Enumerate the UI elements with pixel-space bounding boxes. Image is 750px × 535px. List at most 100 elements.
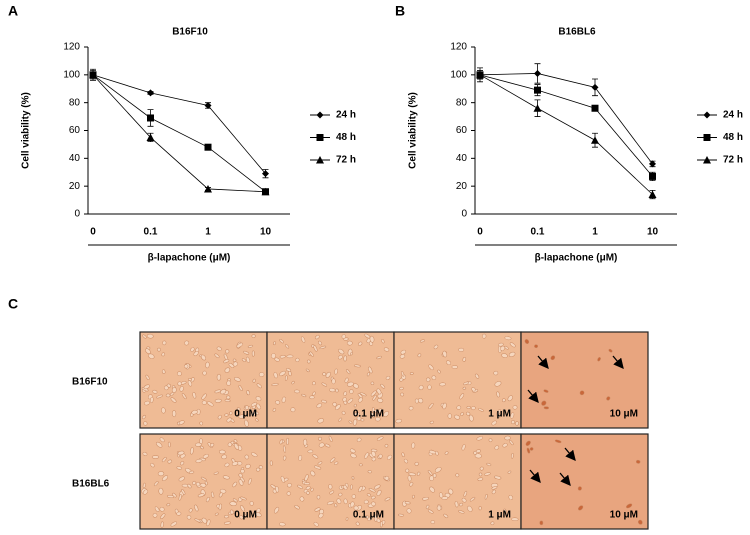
cell bbox=[342, 397, 347, 402]
cell bbox=[316, 494, 321, 500]
cell bbox=[462, 357, 467, 362]
cell bbox=[451, 365, 458, 369]
cell bbox=[200, 445, 204, 450]
marker bbox=[534, 86, 541, 94]
marker bbox=[204, 143, 212, 151]
cell bbox=[273, 372, 278, 379]
cell bbox=[329, 490, 335, 495]
cell bbox=[271, 383, 279, 386]
cell bbox=[488, 438, 493, 443]
marker bbox=[261, 187, 270, 196]
cell bbox=[158, 487, 164, 495]
cell bbox=[305, 368, 310, 373]
cell bbox=[412, 494, 415, 499]
cell bbox=[408, 472, 416, 476]
cell bbox=[143, 421, 148, 426]
cell bbox=[313, 521, 319, 527]
cell bbox=[429, 486, 435, 493]
cell bbox=[170, 521, 178, 527]
cell bbox=[383, 347, 390, 352]
concentration-label: 0 μM bbox=[234, 510, 257, 521]
cell bbox=[247, 478, 252, 485]
arrow bbox=[537, 355, 549, 369]
cell bbox=[554, 439, 562, 444]
cell bbox=[460, 412, 464, 416]
cell bbox=[478, 408, 484, 412]
concentration-label: 0.1 μM bbox=[353, 510, 384, 521]
cell bbox=[252, 410, 260, 416]
cell bbox=[226, 417, 232, 423]
cell bbox=[409, 482, 414, 487]
y-tick-label: 40 bbox=[69, 153, 81, 164]
cell bbox=[408, 406, 414, 411]
cell bbox=[364, 333, 371, 339]
cell bbox=[405, 468, 410, 473]
cell bbox=[349, 448, 356, 454]
cell bbox=[368, 488, 376, 493]
cell bbox=[280, 475, 286, 483]
cell bbox=[377, 408, 382, 415]
cell bbox=[166, 503, 171, 507]
concentration-label: 0.1 μM bbox=[353, 409, 384, 420]
cell bbox=[504, 345, 509, 350]
cell bbox=[608, 348, 613, 353]
cell bbox=[315, 335, 320, 340]
cell bbox=[281, 396, 287, 403]
cell bbox=[387, 454, 393, 460]
cell bbox=[232, 358, 237, 362]
cell bbox=[335, 388, 339, 393]
cell bbox=[181, 483, 189, 488]
cell bbox=[326, 501, 335, 505]
cell bbox=[494, 381, 502, 387]
cell bbox=[156, 394, 163, 399]
cell bbox=[448, 488, 454, 495]
cell bbox=[193, 351, 199, 357]
cell bbox=[214, 512, 219, 516]
cell bbox=[376, 489, 382, 496]
cell bbox=[411, 442, 416, 449]
cell bbox=[374, 484, 381, 490]
cell bbox=[254, 512, 262, 518]
cell bbox=[334, 503, 338, 508]
cell bbox=[371, 407, 375, 414]
cell bbox=[161, 407, 166, 414]
cell bbox=[211, 491, 215, 499]
x-tick-label: 0.1 bbox=[531, 227, 545, 238]
cell bbox=[165, 393, 171, 398]
marker bbox=[204, 184, 212, 193]
cell bbox=[301, 336, 306, 343]
cell bbox=[222, 475, 230, 480]
cell bbox=[160, 513, 166, 519]
cell bbox=[348, 420, 353, 424]
cell bbox=[349, 389, 354, 394]
cell bbox=[376, 436, 384, 441]
y-tick-label: 120 bbox=[63, 42, 80, 53]
cell bbox=[278, 522, 286, 527]
cell bbox=[270, 353, 276, 359]
row-label: B16BL6 bbox=[72, 479, 110, 490]
cell bbox=[232, 498, 238, 503]
cell bbox=[216, 373, 222, 381]
cell bbox=[370, 390, 377, 397]
cell bbox=[157, 471, 165, 477]
cell bbox=[219, 449, 226, 455]
cell bbox=[228, 363, 235, 368]
cell bbox=[307, 449, 314, 454]
y-tick-label: 60 bbox=[456, 125, 468, 136]
cell bbox=[224, 413, 229, 417]
cell bbox=[428, 364, 434, 371]
y-axis-label: Cell viability (%) bbox=[408, 92, 419, 169]
cell bbox=[233, 439, 238, 443]
cell bbox=[461, 444, 466, 451]
cell bbox=[218, 503, 222, 511]
cell bbox=[233, 443, 239, 450]
cell bbox=[475, 373, 480, 379]
cell bbox=[509, 342, 516, 348]
cell bbox=[236, 342, 243, 348]
cell bbox=[500, 345, 506, 351]
cell bbox=[329, 387, 336, 393]
cell bbox=[343, 391, 347, 397]
cell bbox=[152, 389, 158, 394]
cell bbox=[491, 420, 497, 426]
